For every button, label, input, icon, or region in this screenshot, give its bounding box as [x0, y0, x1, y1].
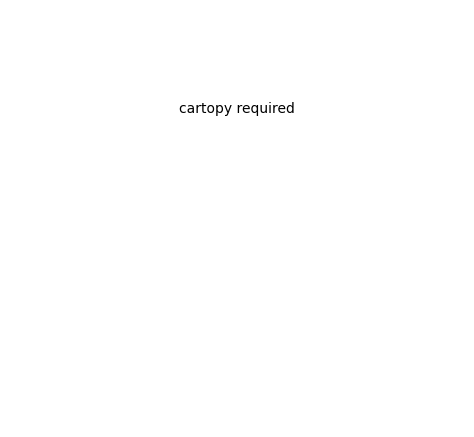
Text: cartopy required: cartopy required — [179, 102, 295, 116]
